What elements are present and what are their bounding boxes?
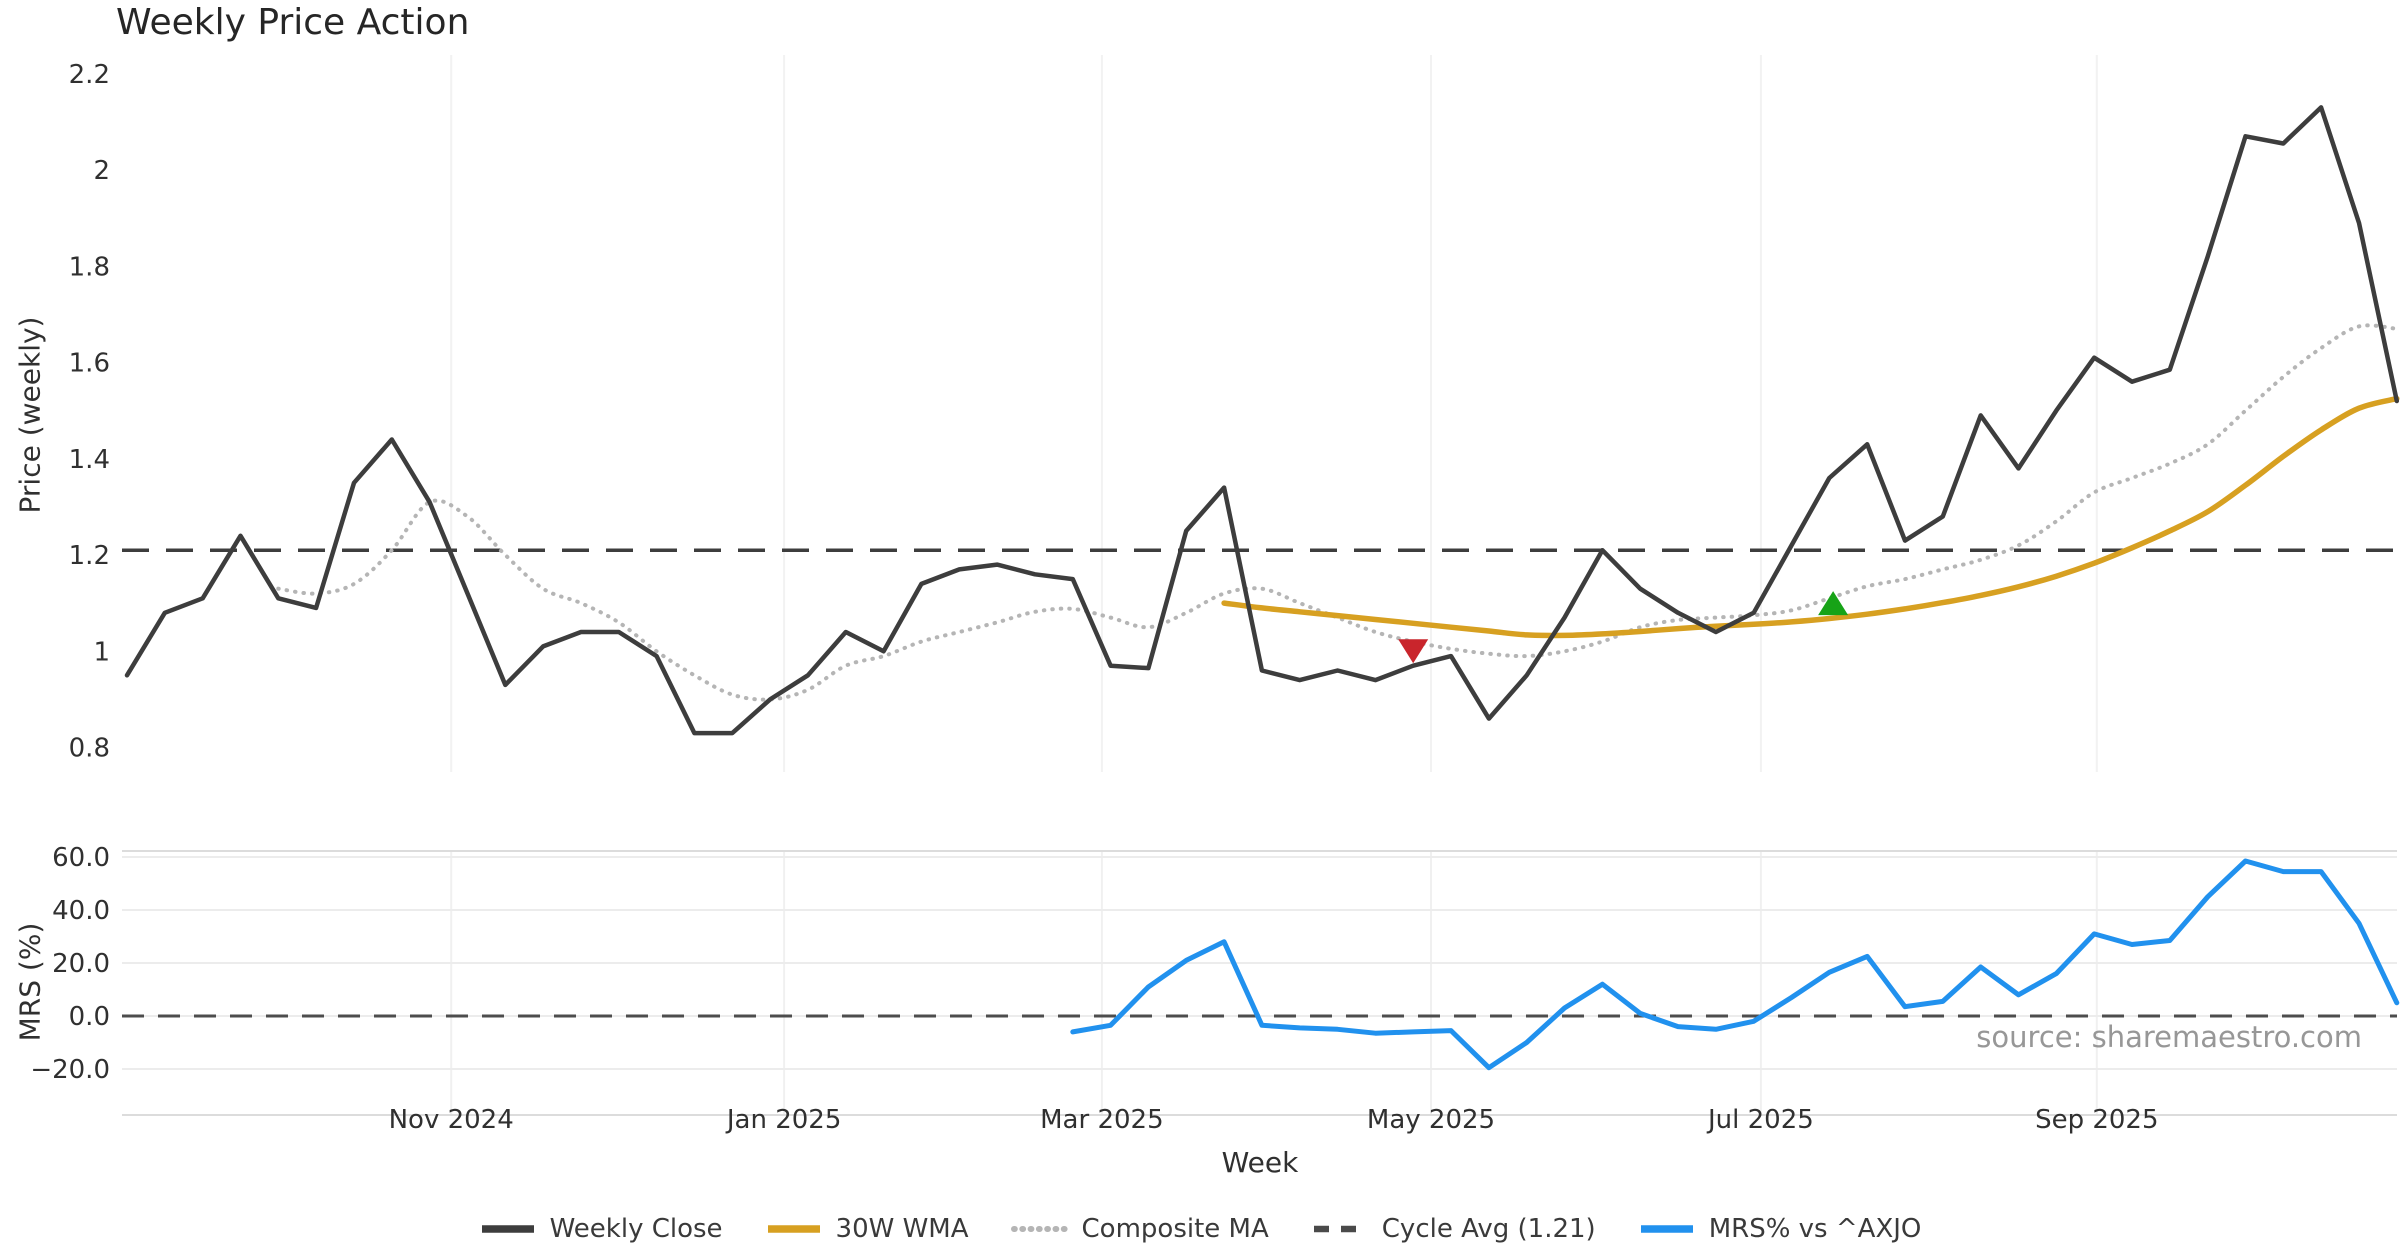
buy-signal-icon — [1818, 591, 1849, 616]
page-title: Weekly Price Action — [116, 2, 470, 43]
legend-item-label: Cycle Avg (1.21) — [1381, 1214, 1596, 1244]
tick-label: 1.2 — [69, 541, 110, 571]
sell-signal-icon — [1398, 639, 1429, 664]
legend-item-label: 30W WMA — [835, 1214, 969, 1244]
legend-item-label: MRS% vs ^AXJO — [1708, 1214, 1922, 1244]
legend-item-label: Composite MA — [1081, 1214, 1269, 1244]
tick-label: 1.8 — [69, 252, 110, 282]
tick-label: Mar 2025 — [1040, 1105, 1164, 1135]
source-watermark: source: sharemaestro.com — [1976, 1020, 2362, 1054]
legend-item-cycle-avg-1-21-: Cycle Avg (1.21) — [1311, 1214, 1596, 1244]
price-axis-label: Price (weekly) — [13, 316, 47, 514]
tick-label: May 2025 — [1367, 1105, 1495, 1135]
tick-label: 60.0 — [52, 843, 110, 873]
legend-swatch-icon — [767, 1225, 820, 1233]
tick-label: −20.0 — [30, 1055, 110, 1085]
series-mrs-vs-axjo — [1070, 858, 2400, 1071]
series-30w-wma — [1221, 395, 2400, 639]
legend-item-mrs-vs-axjo: MRS% vs ^AXJO — [1638, 1214, 1922, 1244]
legend-item-weekly-close: Weekly Close — [479, 1214, 723, 1244]
legend-swatch-icon — [481, 1225, 534, 1233]
tick-label: Nov 2024 — [389, 1105, 514, 1135]
mrs-axis-label: MRS (%) — [13, 922, 47, 1042]
legend-item-30w-wma: 30W WMA — [765, 1214, 969, 1244]
tick-label: 1 — [93, 637, 110, 667]
legend-item-label: Weekly Close — [549, 1214, 723, 1244]
tick-label: 0.0 — [69, 1002, 110, 1032]
week-axis-label: Week — [1221, 1146, 1299, 1179]
tick-label: 40.0 — [52, 896, 110, 926]
tick-label: Jan 2025 — [725, 1105, 842, 1135]
chart-legend: Weekly Close 30W WMA Composite MA Cycle Avg… — [0, 1214, 2400, 1244]
series-composite-ma — [276, 323, 2399, 702]
tick-label: 1.6 — [69, 349, 110, 379]
tick-label: 0.8 — [69, 734, 110, 764]
tick-label: 2 — [93, 156, 110, 186]
legend-swatch-icon — [1640, 1225, 1693, 1233]
legend-item-composite-ma: Composite MA — [1010, 1214, 1269, 1244]
tick-label: 2.2 — [69, 60, 110, 90]
legend-swatch-icon — [1313, 1225, 1366, 1233]
tick-label: 1.4 — [69, 445, 110, 475]
legend-swatch-icon — [1010, 1226, 1069, 1232]
tick-label: 20.0 — [52, 949, 110, 979]
tick-label: Sep 2025 — [2035, 1105, 2158, 1135]
tick-label: Jul 2025 — [1706, 1105, 1814, 1135]
series-weekly-close — [124, 105, 2400, 736]
